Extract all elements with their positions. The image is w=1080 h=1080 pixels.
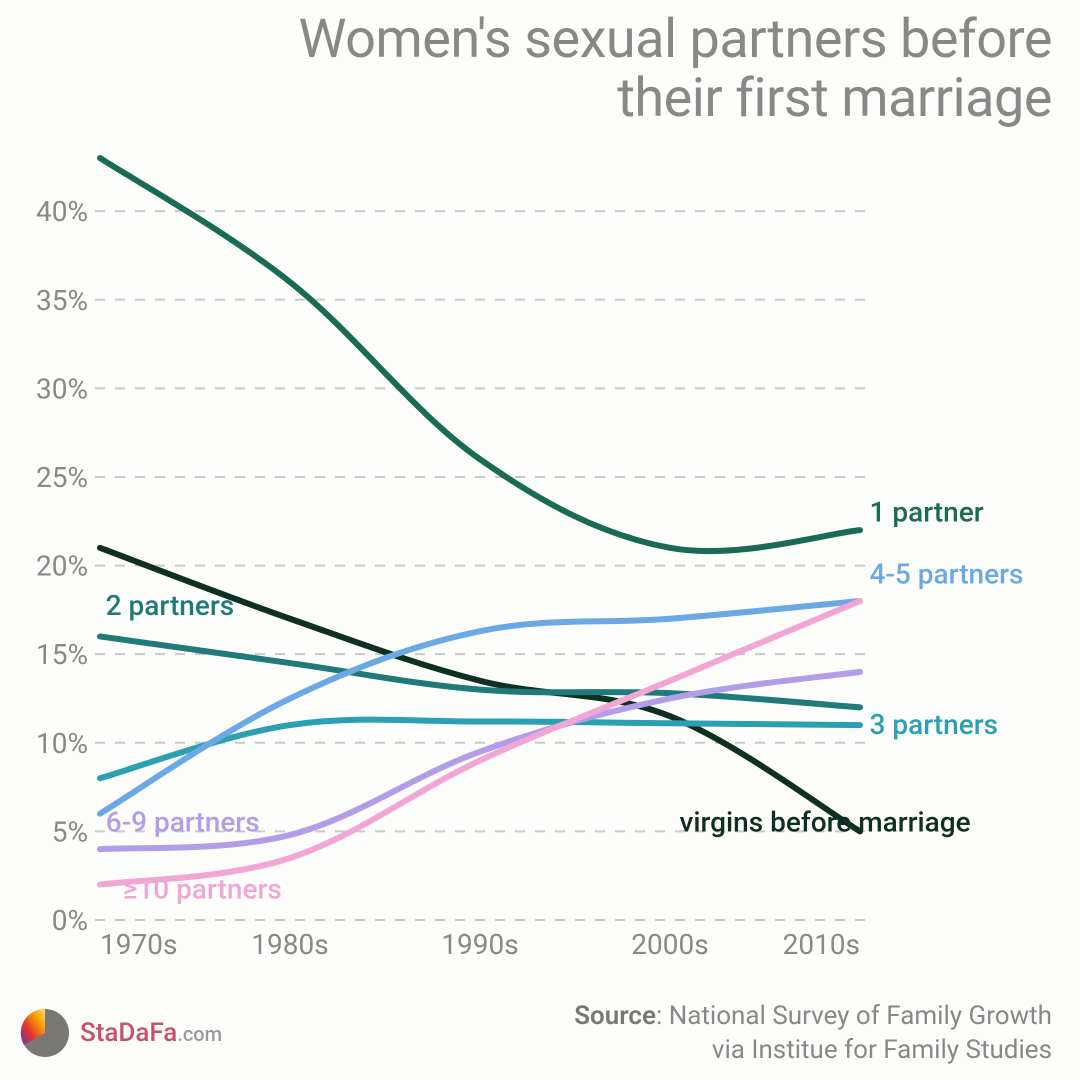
x-tick-label: 2000s	[631, 928, 708, 961]
y-tick-label: 40%	[36, 195, 88, 228]
logo-domain: .com	[177, 1022, 222, 1046]
source-label: Source	[574, 1001, 656, 1031]
logo: StaDaFa.com	[20, 1008, 222, 1058]
x-tick-label: 2010s	[783, 928, 860, 961]
title-line-1: Women's sexual partners before	[299, 8, 1052, 71]
x-tick-label: 1980s	[251, 928, 328, 961]
y-tick-label: 10%	[36, 727, 88, 760]
source-line-1: National Survey of Family Growth	[669, 1001, 1052, 1031]
line-chart: 0% 5% 10% 15% 20% 25% 30% 35% 40% 1970s 1980s 1990s…	[20, 150, 1060, 980]
series-label-ten_plus: ≥10 partners	[123, 873, 282, 906]
chart-title: Women's sexual partners before their fir…	[20, 10, 1060, 129]
series-label-four_five: 4-5 partners	[870, 557, 1024, 590]
title-line-2: their first marriage	[617, 67, 1052, 130]
footer: StaDaFa.com Source: National Survey of F…	[20, 998, 1060, 1068]
logo-text: StaDaFa.com	[80, 1018, 222, 1048]
y-tick-label: 5%	[52, 815, 88, 848]
y-tick-label: 25%	[36, 461, 88, 494]
series-label-one: 1 partner	[870, 495, 984, 528]
x-tick-label: 1970s	[100, 928, 177, 961]
logo-icon	[20, 1008, 70, 1058]
series-label-six_nine: 6-9 partners	[106, 805, 260, 838]
source: Source: National Survey of Family Growth…	[574, 1000, 1052, 1068]
y-tick-label: 35%	[36, 284, 88, 317]
series-label-two: 2 partners	[106, 589, 235, 622]
y-tick-label: 0%	[52, 904, 88, 937]
series-label-three: 3 partners	[870, 708, 999, 741]
y-tick-label: 20%	[36, 550, 88, 583]
logo-brand: StaDaFa	[80, 1018, 177, 1048]
series-label-virgins: virgins before marriage	[680, 805, 971, 838]
y-tick-label: 15%	[36, 638, 88, 671]
source-line-2: via Institue for Family Studies	[712, 1035, 1052, 1065]
y-tick-label: 30%	[36, 372, 88, 405]
x-tick-label: 1990s	[441, 928, 518, 961]
series-line-one	[100, 158, 860, 551]
series-line-four_five	[100, 601, 860, 814]
